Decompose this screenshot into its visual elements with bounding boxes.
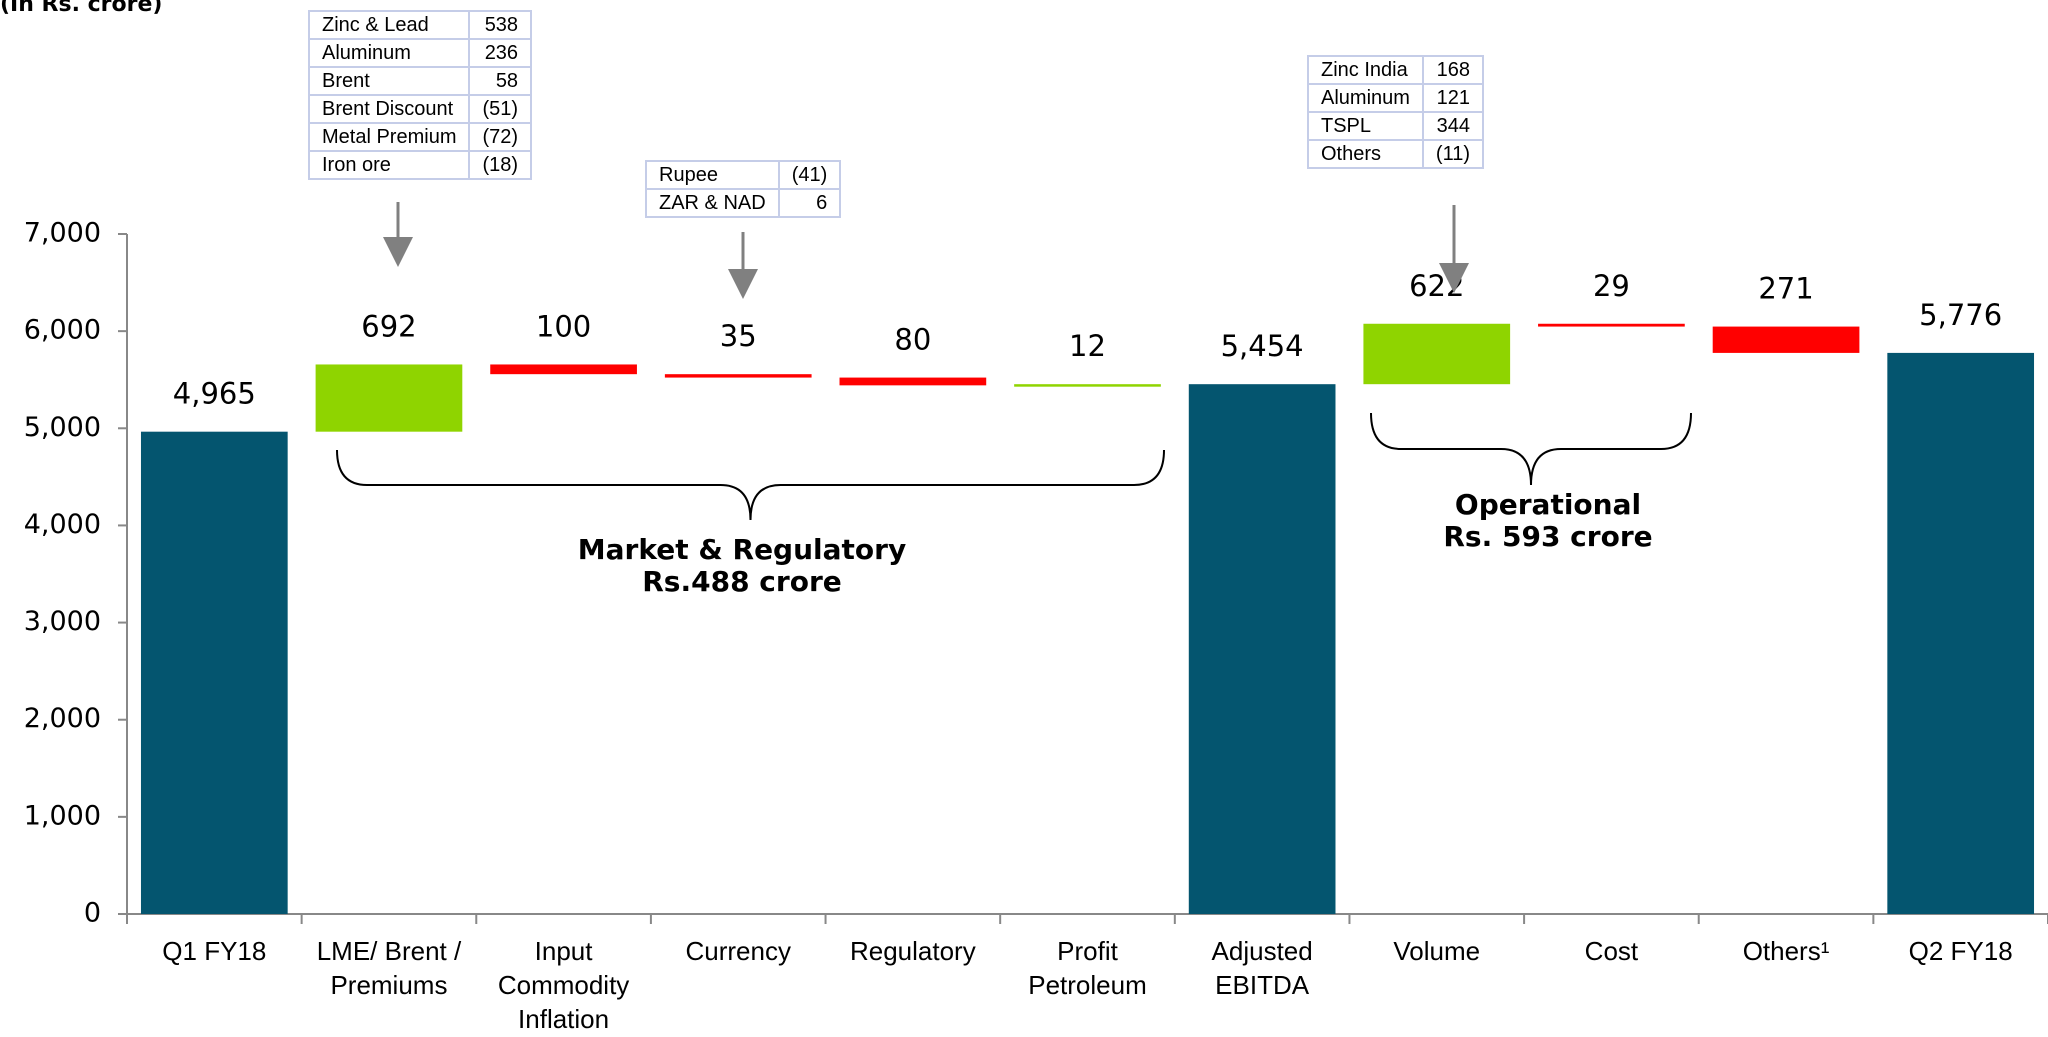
bar — [1188, 384, 1336, 914]
subtitle: (In Rs. crore) — [0, 0, 163, 17]
cell-value: 168 — [1421, 55, 1485, 85]
bar — [1538, 323, 1685, 327]
value-label: 12 — [1069, 329, 1106, 363]
table-row: ZAR & NAD 6 — [645, 188, 842, 218]
x-tick-label: Input Commodity Inflation — [497, 936, 630, 1034]
group-label-line: Rs.488 crore — [642, 565, 842, 598]
x-tick-label: Cost — [1584, 936, 1639, 966]
table-row: Aluminum 236 — [307, 38, 533, 68]
y-tick-label: 3,000 — [24, 606, 101, 637]
table-row: Iron ore (18) — [307, 150, 533, 180]
cell-label: Iron ore — [307, 150, 471, 180]
bar — [1014, 384, 1161, 387]
table-row: Brent 58 — [307, 66, 533, 96]
y-tick-label: 7,000 — [24, 218, 101, 249]
value-label: 271 — [1758, 272, 1813, 306]
cell-value: 6 — [777, 188, 842, 218]
cell-value: 538 — [468, 10, 533, 40]
y-tick-label: 4,000 — [24, 509, 101, 540]
x-tick-label: Currency — [685, 936, 791, 966]
cell-label: Brent — [307, 66, 471, 96]
cell-value: (51) — [468, 94, 533, 124]
x-tick-label: Profit Petroleum — [1028, 936, 1147, 1000]
value-label: 692 — [361, 309, 416, 343]
cell-label: Metal Premium — [307, 122, 471, 152]
cell-value: (72) — [468, 122, 533, 152]
cell-value: (41) — [777, 160, 842, 190]
value-label: 35 — [720, 319, 757, 353]
cell-label: Aluminum — [1307, 83, 1424, 113]
callout-table: Rupee (41) ZAR & NAD 6 — [645, 160, 842, 218]
group-label-line: Rs. 593 crore — [1443, 520, 1653, 553]
value-label: 4,965 — [173, 377, 256, 411]
x-tick-label: Q2 FY18 — [1908, 936, 2013, 966]
group-label: Market & Regulatory Rs.488 crore — [492, 534, 992, 598]
y-tick-label: 0 — [84, 898, 101, 929]
table-row: Rupee (41) — [645, 160, 842, 190]
cell-label: Aluminum — [307, 38, 471, 68]
brace — [336, 449, 1165, 521]
table-row: Zinc & Lead 538 — [307, 10, 533, 40]
value-label: 5,776 — [1919, 298, 2002, 332]
y-tick-label: 1,000 — [24, 800, 101, 831]
y-tick-label: 6,000 — [24, 315, 101, 346]
x-tick-label: Others¹ — [1742, 936, 1830, 966]
group-label: Operational Rs. 593 crore — [1298, 489, 1798, 553]
callout-table: Zinc & Lead 538 Aluminum 236 Brent 58 Brent Di… — [307, 10, 533, 180]
group-label-line: Operational — [1454, 488, 1642, 521]
x-tick-label: Volume — [1393, 936, 1481, 966]
bar — [315, 364, 463, 432]
table-row: Others (11) — [1307, 139, 1485, 169]
table-row: Zinc India 168 — [1307, 55, 1485, 85]
bar — [839, 377, 987, 386]
cell-label: Zinc India — [1307, 55, 1424, 85]
x-tick-label: LME/ Brent / Premiums — [316, 936, 462, 1000]
value-label: 100 — [536, 309, 591, 343]
callout-table: Zinc India 168 Aluminum 121 TSPL 344 Others (11… — [1307, 55, 1485, 169]
y-tick-label: 2,000 — [24, 703, 101, 734]
cell-label: Brent Discount — [307, 94, 471, 124]
cell-value: 344 — [1421, 111, 1485, 141]
cell-value: 236 — [468, 38, 533, 68]
cell-value: 58 — [468, 66, 533, 96]
table-row: TSPL 344 — [1307, 111, 1485, 141]
bar — [1887, 352, 2035, 915]
cell-value: 121 — [1421, 83, 1485, 113]
table-row: Aluminum 121 — [1307, 83, 1485, 113]
cell-value: (11) — [1421, 139, 1485, 169]
bar — [140, 431, 288, 914]
cell-label: TSPL — [1307, 111, 1424, 141]
bar — [1712, 326, 1860, 353]
cell-label: Rupee — [645, 160, 780, 190]
cell-value: (18) — [468, 150, 533, 180]
x-tick-label: Q1 FY18 — [162, 936, 267, 966]
cell-label: Others — [1307, 139, 1424, 169]
table-row: Brent Discount (51) — [307, 94, 533, 124]
value-label: 5,454 — [1221, 329, 1304, 363]
x-tick-label: Adjusted EBITDA — [1211, 936, 1313, 1000]
cell-label: ZAR & NAD — [645, 188, 780, 218]
value-label: 29 — [1593, 269, 1630, 303]
group-label-line: Market & Regulatory — [577, 533, 907, 566]
table-row: Metal Premium (72) — [307, 122, 533, 152]
bar — [490, 364, 637, 375]
value-label: 80 — [894, 323, 931, 357]
value-label: 622 — [1409, 269, 1464, 303]
y-tick-label: 5,000 — [24, 412, 101, 443]
x-tick-label: Regulatory — [849, 936, 976, 966]
bar — [1363, 323, 1511, 385]
bar — [664, 374, 812, 378]
brace — [1370, 412, 1692, 486]
cell-label: Zinc & Lead — [307, 10, 471, 40]
